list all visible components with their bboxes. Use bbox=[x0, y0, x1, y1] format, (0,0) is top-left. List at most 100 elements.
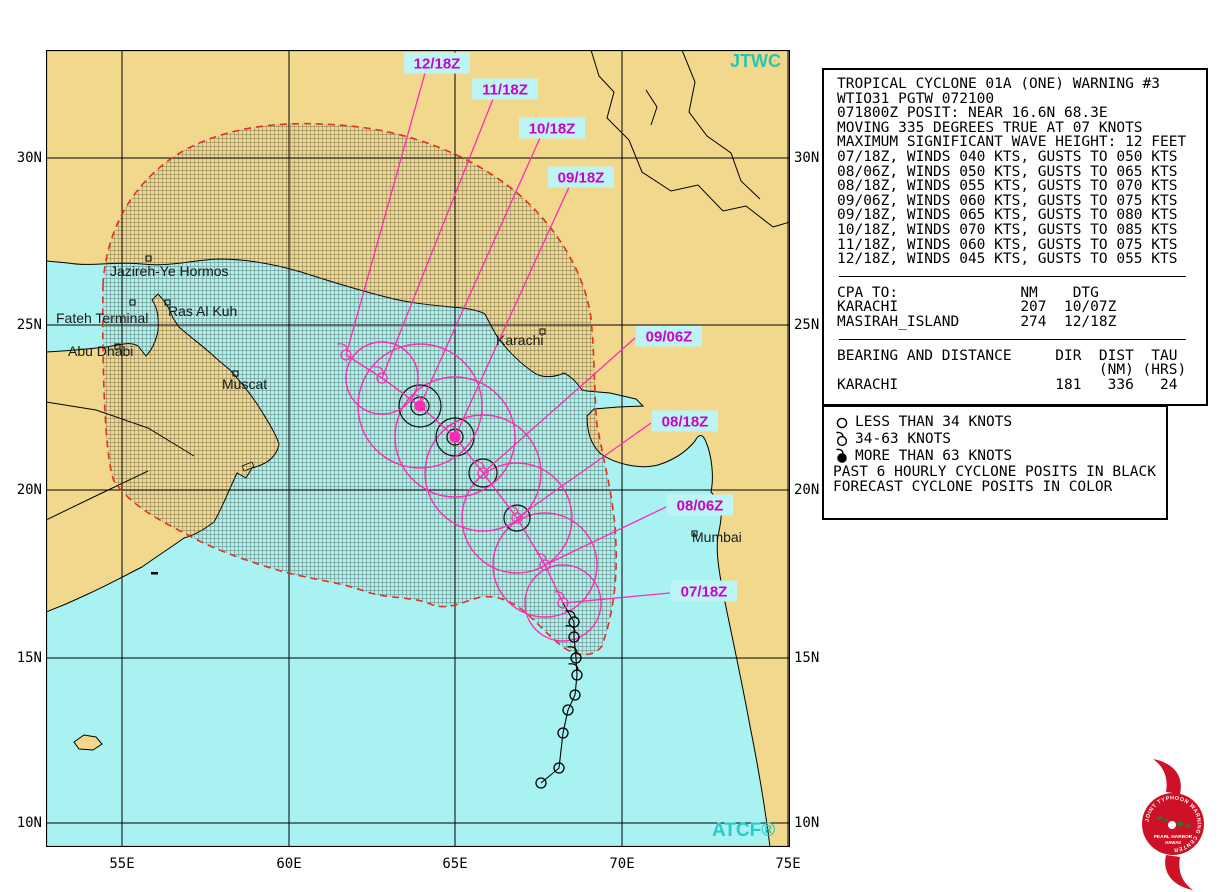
cyclone-position-symbol bbox=[535, 777, 547, 789]
logo-center-dot bbox=[1168, 821, 1176, 829]
lon-tick: 55E bbox=[109, 856, 135, 872]
cyclone-position-symbol bbox=[511, 512, 523, 524]
forecast-track-line bbox=[345, 354, 564, 604]
time-label-bg bbox=[472, 78, 538, 100]
lat-tick-right: 25N bbox=[794, 317, 820, 333]
station-marker bbox=[691, 530, 698, 537]
panel-divider bbox=[839, 275, 1186, 277]
place-label-layer: Jazireh-Ye Hormos Fateh Terminal Ras Al Ku… bbox=[56, 255, 742, 545]
label-leader-line bbox=[516, 422, 652, 519]
danger-area bbox=[101, 122, 618, 656]
time-label-bg bbox=[404, 52, 470, 74]
time-label-bg bbox=[548, 166, 614, 188]
legend-panel: LESS THAN 34 KNOTS 34-63 KNOTS MORE THAN… bbox=[822, 405, 1168, 520]
forecast-time-label: 11/18Z bbox=[482, 82, 528, 99]
legend-item-label: MORE THAN 63 KNOTS bbox=[855, 447, 1013, 464]
place-label: Jazireh-Ye Hormos bbox=[110, 263, 229, 279]
34kt-wind-radius bbox=[424, 414, 542, 532]
label-leader-line bbox=[454, 186, 570, 438]
jtwc-logo: JOINT TYPHOON WARNING CENTER PEARL HARBO… bbox=[1142, 759, 1204, 890]
cyclone-position-symbol bbox=[557, 597, 569, 609]
station-marker bbox=[539, 328, 546, 335]
station-marker bbox=[232, 370, 239, 377]
inner-wind-radius bbox=[468, 458, 498, 488]
legend-item-label: 34-63 KNOTS bbox=[855, 430, 952, 447]
label-leader-line bbox=[562, 592, 671, 604]
place-label: Muscat bbox=[222, 376, 267, 392]
cyclone-track-map: 07/18Z 08/06Z 08/18Z 09/06Z 09/18Z 10/18Z 11/1… bbox=[46, 50, 790, 847]
34kt-wind-radius bbox=[461, 462, 573, 574]
label-leader-line bbox=[482, 337, 636, 474]
time-label-bg bbox=[671, 580, 737, 602]
legend-notes: PAST 6 HOURLY CYCLONE POSITS IN BLACK FO… bbox=[833, 464, 1157, 495]
34kt-wind-radius bbox=[345, 341, 419, 415]
symbol-tail bbox=[536, 553, 547, 561]
jtwc-watermark: JTWC bbox=[730, 51, 781, 71]
lat-tick-right: 30N bbox=[794, 150, 820, 166]
less-than-34-knots-icon bbox=[836, 417, 848, 428]
34kt-wind-radius bbox=[357, 343, 483, 469]
time-label-bg bbox=[519, 117, 585, 139]
cyclone-position-symbol bbox=[570, 652, 582, 664]
symbol-tail bbox=[411, 394, 422, 402]
logo-bottom-swoosh bbox=[1165, 855, 1193, 890]
lon-tick: 65E bbox=[442, 856, 468, 872]
symbol-tail bbox=[373, 366, 384, 374]
cyclone-position-symbol bbox=[477, 467, 489, 479]
label-leader-line bbox=[544, 506, 667, 566]
cyclone-position-symbol bbox=[376, 372, 388, 384]
symbol-tail bbox=[508, 506, 519, 514]
cyclone-position-symbol bbox=[562, 704, 574, 716]
cyclone-position-symbol bbox=[569, 689, 581, 701]
forecast-time-label: 09/06Z bbox=[646, 329, 693, 346]
islet-dot bbox=[151, 572, 158, 575]
cyclone-position-symbol bbox=[539, 559, 551, 571]
lat-tick-right: 10N bbox=[794, 815, 820, 831]
place-label: Karachi bbox=[496, 332, 543, 348]
symbol-tail bbox=[565, 610, 576, 618]
station-marker bbox=[164, 299, 171, 306]
station-marker bbox=[145, 255, 152, 262]
bearing-table: BEARING AND DISTANCE DIR DIST TAU (NM) (… bbox=[837, 347, 1187, 393]
forecast-time-label: 10/18Z bbox=[529, 121, 576, 138]
leader-line-layer bbox=[345, 72, 671, 604]
cyclone-position-symbol bbox=[568, 631, 580, 643]
label-leader-line bbox=[419, 137, 541, 407]
warning-text: TROPICAL CYCLONE 01A (ONE) WARNING #3 WT… bbox=[837, 76, 1187, 268]
label-leader-line bbox=[345, 72, 426, 356]
panel-divider bbox=[839, 338, 1186, 340]
inner-wind-radius bbox=[398, 384, 442, 428]
symbol-tail bbox=[337, 343, 348, 351]
34-to-63-knots-icon bbox=[836, 431, 848, 446]
34kt-wind-radius bbox=[524, 564, 602, 642]
inner-wind-radius bbox=[503, 504, 531, 532]
legend-item: LESS THAN 34 KNOTS bbox=[833, 413, 1162, 430]
atcf-watermark: ATCF® bbox=[712, 820, 775, 841]
warning-info-panel: TROPICAL CYCLONE 01A (ONE) WARNING #3 WT… bbox=[822, 68, 1208, 406]
place-label: Fateh Terminal bbox=[56, 310, 148, 326]
34kt-wind-radius bbox=[492, 512, 598, 618]
symbol-tail bbox=[568, 663, 579, 671]
wind-radii-layer bbox=[345, 341, 602, 642]
cpa-table: CPA TO: NM DTG KARACHI 207 10/07Z MASIRA… bbox=[837, 284, 1117, 330]
cyclone-position-symbol bbox=[553, 762, 565, 774]
symbol-tail bbox=[567, 646, 578, 654]
lon-tick: 75E bbox=[775, 856, 801, 872]
more-than-63-knots-icon bbox=[836, 448, 847, 463]
label-leader-line bbox=[381, 98, 494, 379]
symbol-tail bbox=[446, 425, 457, 433]
time-label-layer: 07/18Z 08/06Z 08/18Z 09/06Z 09/18Z 10/18Z 11/1… bbox=[404, 52, 737, 602]
forecast-time-label: 12/18Z bbox=[414, 56, 461, 73]
station-marker bbox=[114, 343, 121, 350]
symbol-tail bbox=[554, 591, 565, 599]
cyclone-position-symbol bbox=[557, 727, 569, 739]
place-label: Abu Dhabi bbox=[68, 343, 133, 359]
island-small bbox=[73, 734, 103, 751]
lon-tick: 70E bbox=[609, 856, 635, 872]
station-marker bbox=[129, 299, 136, 306]
logo-top-swoosh bbox=[1153, 759, 1181, 794]
cyclone-position-symbol bbox=[571, 669, 583, 681]
forecast-time-label: 07/18Z bbox=[681, 584, 728, 601]
legend-item-label: LESS THAN 34 KNOTS bbox=[855, 413, 1013, 430]
